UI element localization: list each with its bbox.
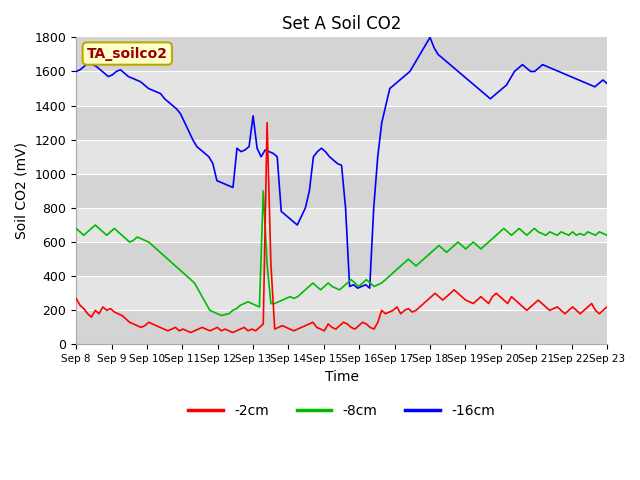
Bar xyxy=(76,276,607,311)
X-axis label: Time: Time xyxy=(324,370,358,384)
Bar xyxy=(76,174,607,208)
Bar xyxy=(76,140,607,174)
Bar xyxy=(76,106,607,140)
Y-axis label: Soil CO2 (mV): Soil CO2 (mV) xyxy=(15,143,29,240)
Title: Set A Soil CO2: Set A Soil CO2 xyxy=(282,15,401,33)
Legend: -2cm, -8cm, -16cm: -2cm, -8cm, -16cm xyxy=(183,398,500,423)
Text: TA_soilco2: TA_soilco2 xyxy=(87,47,168,60)
Bar xyxy=(76,72,607,106)
Bar xyxy=(76,242,607,276)
Bar xyxy=(76,208,607,242)
Bar xyxy=(76,37,607,72)
Bar xyxy=(76,311,607,345)
